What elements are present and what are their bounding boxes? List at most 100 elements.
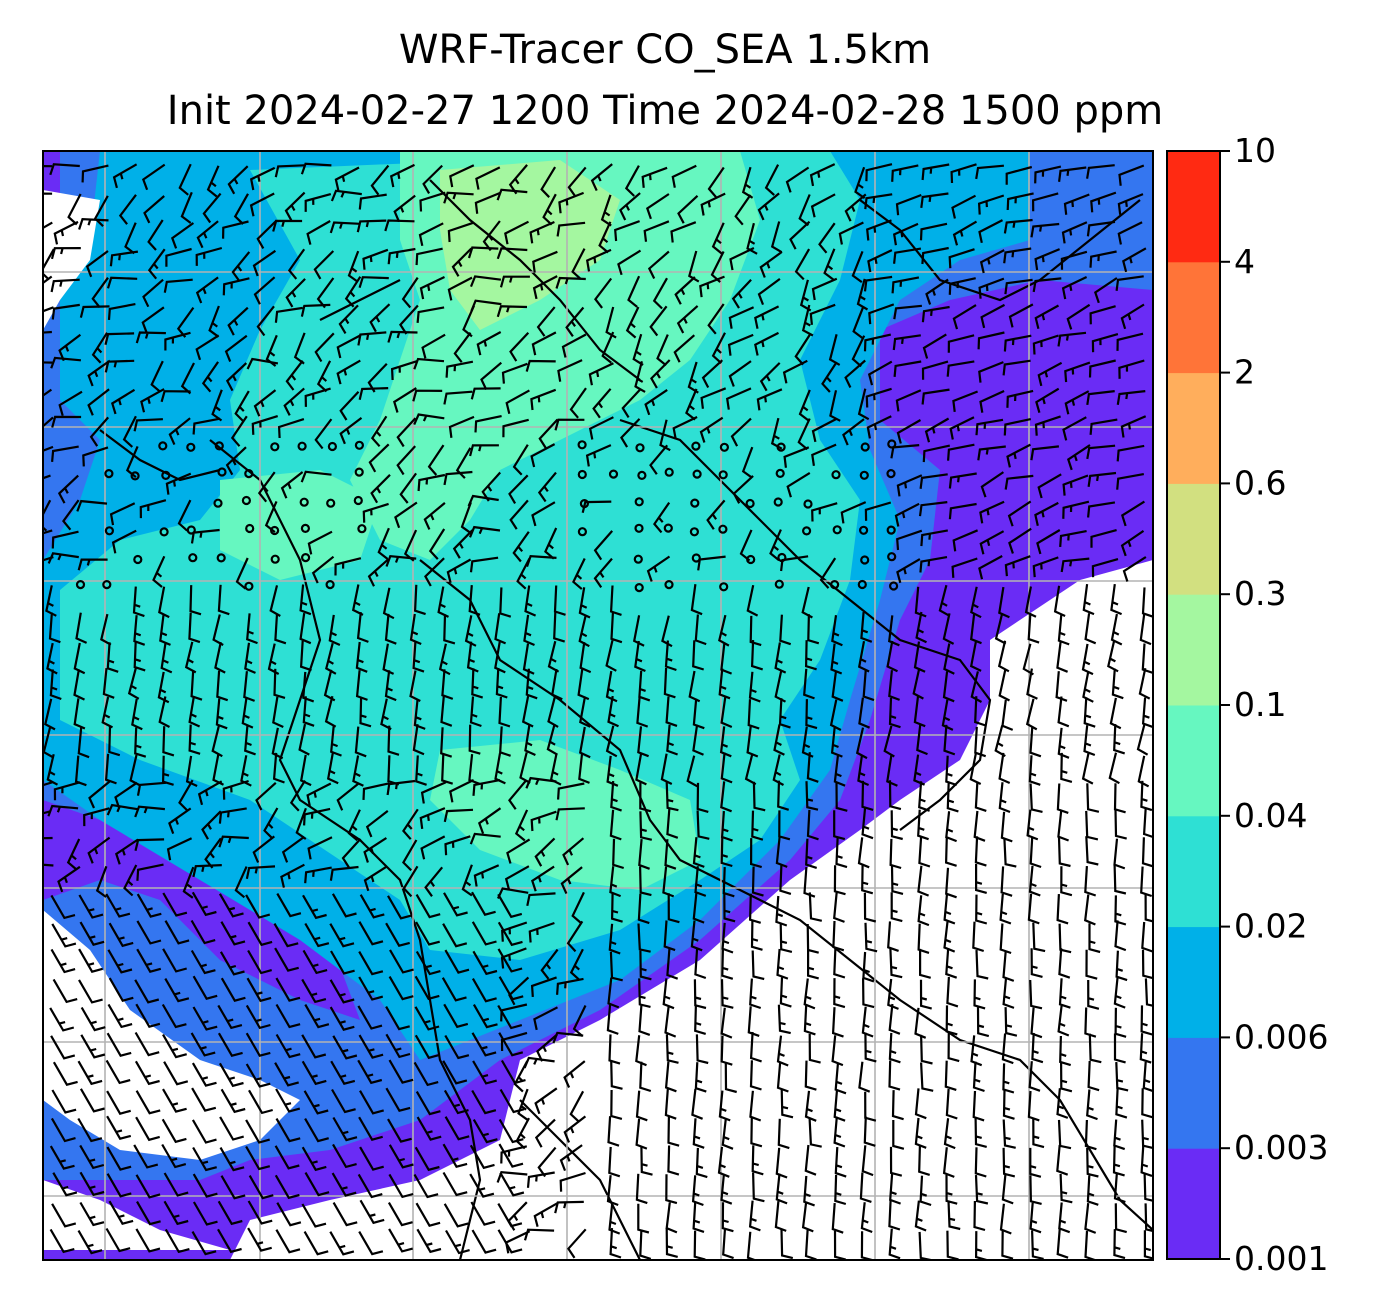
wind-barb (162, 892, 188, 917)
wind-barb (700, 192, 726, 216)
wind-barb (686, 755, 698, 788)
calm-wind-marker (104, 526, 115, 536)
calm-wind-marker (775, 468, 785, 478)
wind-barb (471, 1032, 497, 1057)
wind-barb (1139, 1033, 1152, 1064)
wind-barb (329, 221, 361, 234)
wind-barb (747, 699, 760, 730)
wind-barb (540, 948, 559, 980)
wind-barb (49, 669, 62, 701)
wind-barb (919, 222, 948, 241)
wind-barb (336, 783, 359, 811)
wind-barb (533, 1202, 558, 1227)
wind-barb (950, 163, 977, 184)
wind-barb (498, 696, 511, 728)
wind-barb (746, 1231, 758, 1260)
wind-barb (249, 166, 276, 191)
wind-barb (834, 1174, 847, 1206)
wind-barb (401, 276, 419, 309)
wind-barb (43, 275, 53, 285)
wind-barb (588, 416, 614, 440)
wind-barb (649, 305, 668, 337)
wind-barb (352, 755, 364, 787)
wind-barb (300, 303, 331, 317)
wind-barb (274, 1174, 300, 1200)
wind-barb (304, 922, 330, 948)
wind-barb (818, 222, 836, 254)
wind-barb (975, 864, 987, 894)
wind-barb (718, 668, 731, 700)
wind-barb (821, 361, 838, 393)
wind-barb (779, 977, 792, 1008)
wind-barb (201, 361, 220, 393)
wind-barb (1032, 334, 1059, 355)
wind-barb (1060, 866, 1073, 897)
wind-barb (749, 1031, 762, 1063)
colorbar-segment (1167, 815, 1220, 928)
calm-wind-marker (831, 470, 841, 480)
wind-barb (780, 1229, 794, 1260)
wind-barb (888, 1032, 901, 1064)
wind-barb (509, 499, 529, 530)
calm-wind-marker (634, 497, 644, 507)
wind-barb (808, 1033, 821, 1064)
wind-barb (111, 529, 137, 554)
wind-barb (979, 530, 1005, 555)
wind-barb (161, 755, 174, 786)
calm-wind-marker (691, 553, 701, 563)
calm-wind-marker (719, 582, 729, 592)
wind-barb (634, 640, 646, 673)
wind-barb (231, 251, 251, 282)
wind-barb (79, 1088, 105, 1113)
wind-barb (952, 304, 977, 330)
wind-barb (620, 418, 641, 448)
wind-barb (614, 220, 640, 242)
wind-barb (114, 781, 138, 809)
wind-barb (274, 306, 303, 323)
wind-barb (809, 163, 836, 187)
wind-barb (855, 727, 868, 760)
plot-frame (42, 150, 1154, 1261)
wind-barb (1061, 276, 1088, 300)
wind-barb (135, 1090, 161, 1115)
wind-barb (637, 923, 651, 953)
colorbar-tick-label: 0.003 (1234, 1128, 1328, 1167)
wind-barb (134, 727, 147, 758)
wind-barb (948, 277, 976, 295)
calm-wind-marker (214, 441, 224, 451)
wind-barb (332, 1035, 358, 1060)
wind-barb (835, 781, 848, 812)
wind-barb (445, 360, 474, 378)
wind-barb (662, 866, 675, 898)
wind-barb (888, 670, 900, 701)
wind-barb (499, 587, 512, 618)
calm-wind-marker (186, 525, 196, 535)
wind-barb (896, 529, 923, 551)
wind-barb (388, 1144, 414, 1169)
wind-barb (201, 810, 222, 840)
wind-barb (566, 920, 584, 953)
wind-barb (191, 891, 217, 917)
wind-barb (889, 1173, 901, 1205)
wind-barb (699, 416, 724, 443)
calm-wind-marker (886, 525, 896, 535)
wind-barb (470, 387, 501, 400)
wind-barb (1030, 948, 1043, 978)
wind-barb (247, 921, 273, 947)
wind-barb (749, 615, 762, 647)
wind-barb (133, 1144, 159, 1169)
wind-barb (1113, 1033, 1126, 1064)
wind-barb (424, 866, 444, 897)
wind-barb (472, 1004, 498, 1029)
wind-barb (844, 193, 867, 222)
wind-barb (851, 250, 864, 283)
wind-barb (377, 527, 390, 560)
wind-barb (189, 585, 202, 616)
wind-barb (819, 557, 837, 589)
wind-barb (252, 249, 277, 277)
wind-barb (607, 1116, 620, 1147)
calm-wind-marker (886, 469, 896, 479)
calm-wind-marker (608, 469, 619, 479)
wind-barb (332, 1202, 358, 1227)
wind-barb (830, 643, 843, 675)
